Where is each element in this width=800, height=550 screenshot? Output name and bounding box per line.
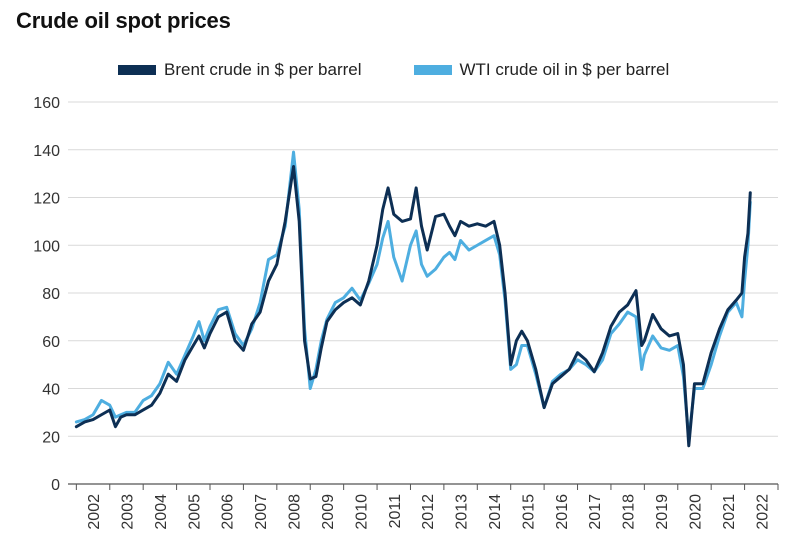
legend-label-wti: WTI crude oil in $ per barrel xyxy=(459,60,670,79)
y-tick-label-100: 100 xyxy=(33,238,60,255)
series-line-brent xyxy=(74,164,752,448)
y-tick-label-60: 60 xyxy=(42,334,60,351)
x-tick-label-2010: 2010 xyxy=(353,494,370,530)
y-tick-label-120: 120 xyxy=(33,191,60,208)
x-tick-label-2017: 2017 xyxy=(587,494,604,530)
x-tick-label-2018: 2018 xyxy=(621,494,638,530)
x-tick-label-2005: 2005 xyxy=(186,494,203,530)
x-tick-label-2019: 2019 xyxy=(654,494,671,530)
legend-item-wti: WTI crude oil in $ per barrel xyxy=(413,60,670,80)
y-tick-label-0: 0 xyxy=(51,477,60,494)
x-tick-label-2004: 2004 xyxy=(153,494,170,530)
x-tick-label-2016: 2016 xyxy=(554,494,571,530)
legend-item-brent: Brent crude in $ per barrel xyxy=(118,60,362,80)
x-tick-label-2021: 2021 xyxy=(721,494,738,530)
x-tick-label-2009: 2009 xyxy=(320,494,337,530)
series-line-wti xyxy=(74,150,752,441)
x-tick-label-2006: 2006 xyxy=(220,494,237,530)
legend-swatch-brent xyxy=(118,65,156,75)
x-tick-label-2003: 2003 xyxy=(119,494,136,530)
x-tick-label-2012: 2012 xyxy=(420,494,437,530)
x-tick-label-2002: 2002 xyxy=(86,494,103,530)
y-tick-label-160: 160 xyxy=(33,95,60,112)
x-tick-label-2008: 2008 xyxy=(287,494,304,530)
x-tick-label-2013: 2013 xyxy=(454,494,471,530)
x-tick-label-2014: 2014 xyxy=(487,494,504,530)
x-tick-label-2007: 2007 xyxy=(253,494,270,530)
chart-title: Crude oil spot prices xyxy=(16,8,231,33)
legend: Brent crude in $ per barrel WTI crude oi… xyxy=(118,60,669,80)
y-tick-label-20: 20 xyxy=(42,429,60,446)
legend-label-brent: Brent crude in $ per barrel xyxy=(164,60,362,79)
x-tick-label-2011: 2011 xyxy=(387,494,404,529)
x-tick-label-2022: 2022 xyxy=(754,494,771,530)
y-tick-label-80: 80 xyxy=(42,286,60,303)
y-tick-label-40: 40 xyxy=(42,382,60,399)
x-tick-label-2020: 2020 xyxy=(687,494,704,530)
y-tick-label-140: 140 xyxy=(33,143,60,160)
legend-swatch-wti xyxy=(413,65,452,75)
x-tick-label-2015: 2015 xyxy=(520,494,537,530)
